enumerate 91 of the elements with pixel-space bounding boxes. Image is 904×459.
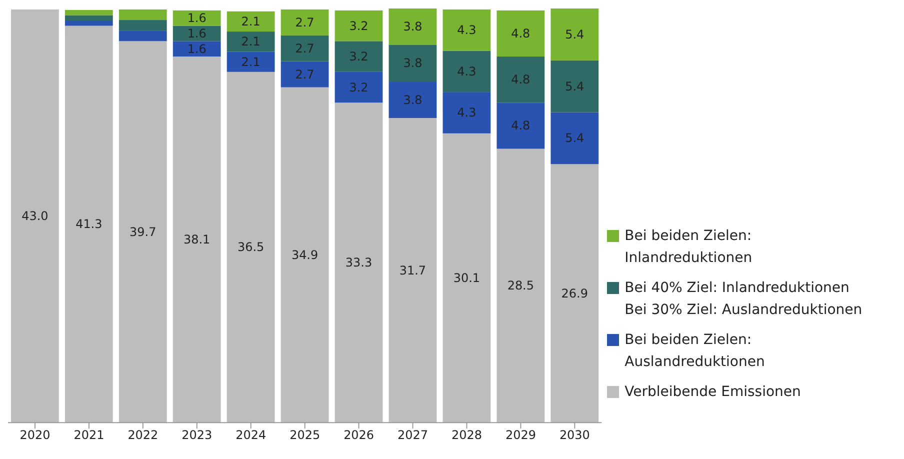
bar — [334, 102, 383, 423]
bar — [388, 118, 437, 423]
bar — [442, 50, 491, 92]
data-label: 2.7 — [295, 41, 314, 56]
data-label: 26.9 — [561, 286, 588, 300]
data-label: 3.8 — [403, 92, 422, 107]
x-tick-label: 2028 — [452, 428, 482, 442]
x-tick-label: 2022 — [128, 428, 158, 442]
data-label: 4.3 — [457, 23, 476, 38]
bar — [550, 60, 599, 112]
x-tick-label: 2026 — [344, 428, 374, 442]
x-tick-label: 2021 — [74, 428, 104, 442]
bar — [64, 10, 113, 16]
bar — [388, 82, 437, 118]
data-label: 30.1 — [453, 270, 480, 285]
bar — [334, 10, 383, 42]
bar — [118, 30, 167, 42]
legend-label: Bei 40% Ziel: Inlandreduktionen Bei 30% Ziel: Auslandreduktionen — [624, 279, 862, 320]
bar — [550, 112, 599, 164]
bar — [442, 133, 491, 423]
data-label: 4.8 — [511, 118, 530, 133]
legend-label: Bei beiden Zielen: Inlandreduktionen — [624, 227, 752, 268]
bar — [388, 8, 437, 46]
data-label: 2.7 — [295, 67, 314, 82]
legend-label: Bei beiden Zielen: Auslandreduktionen — [624, 331, 765, 372]
data-label: 2.1 — [241, 14, 260, 28]
data-label: 31.7 — [399, 263, 426, 278]
bar — [172, 26, 221, 42]
bar — [172, 10, 221, 26]
bar — [64, 26, 113, 423]
legend-label: Verbleibende Emissionen — [624, 383, 801, 402]
bar — [118, 41, 167, 423]
x-tick-label: 2030 — [559, 428, 590, 442]
bar — [442, 9, 491, 51]
bar — [334, 41, 383, 72]
data-label: 38.1 — [184, 232, 210, 247]
bar — [172, 41, 221, 57]
data-label: 1.6 — [187, 42, 206, 56]
x-tick-label: 2029 — [505, 428, 536, 442]
data-label: 34.9 — [291, 248, 318, 262]
bar — [496, 148, 545, 423]
x-tick-label: 2027 — [398, 428, 428, 442]
bar — [64, 20, 113, 26]
data-label: 4.8 — [511, 72, 530, 87]
bar — [226, 52, 275, 72]
data-label: 36.5 — [237, 240, 264, 254]
data-label: 43.0 — [22, 209, 48, 224]
bar — [280, 61, 329, 88]
bar — [388, 45, 437, 82]
data-label: 5.4 — [565, 131, 584, 146]
data-label: 3.8 — [403, 20, 422, 34]
bar — [10, 9, 59, 423]
bar — [64, 15, 113, 21]
bar — [334, 72, 383, 103]
data-label: 33.3 — [345, 256, 372, 270]
bar — [226, 72, 275, 423]
data-label: 39.7 — [130, 224, 156, 239]
data-label: 2.7 — [295, 15, 314, 30]
bar — [550, 8, 599, 60]
x-tick-label: 2023 — [182, 428, 212, 442]
bar — [280, 35, 329, 62]
bar — [496, 102, 545, 149]
bar — [550, 164, 599, 423]
bar — [496, 56, 545, 103]
x-tick-label: 2025 — [290, 428, 320, 442]
bar — [226, 32, 275, 52]
bar — [118, 9, 167, 20]
data-label: 1.6 — [187, 26, 206, 40]
data-label: 2.1 — [241, 54, 260, 69]
x-tick-label: 2020 — [20, 428, 50, 442]
data-label: 3.2 — [349, 18, 368, 33]
bar — [118, 20, 167, 31]
data-label: 2.1 — [241, 34, 260, 49]
data-label: 4.3 — [457, 64, 476, 78]
bar — [280, 87, 329, 423]
bar — [496, 10, 545, 57]
data-label: 4.3 — [457, 106, 476, 120]
data-label: 5.4 — [565, 27, 584, 42]
data-label: 4.8 — [511, 26, 530, 40]
data-label: 28.5 — [507, 278, 534, 293]
data-label: 5.4 — [565, 79, 584, 94]
data-label: 3.2 — [349, 80, 368, 94]
data-label: 1.6 — [187, 11, 206, 26]
data-label: 3.8 — [403, 56, 422, 70]
data-label: 41.3 — [76, 217, 102, 232]
bar — [442, 92, 491, 134]
bar — [226, 11, 275, 32]
bar — [280, 9, 329, 36]
bar — [172, 56, 221, 423]
x-tick-label: 2024 — [236, 428, 266, 442]
data-label: 3.2 — [349, 50, 368, 64]
